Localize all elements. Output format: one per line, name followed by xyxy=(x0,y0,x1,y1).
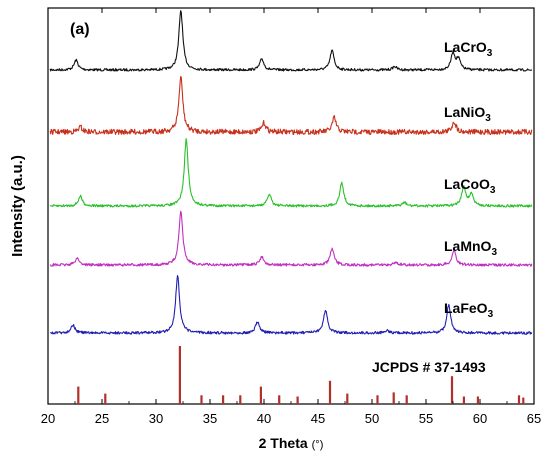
x-axis: 20 25 30 35 40 45 50 55 60 65 xyxy=(41,8,541,426)
series-label: LaMnO3 xyxy=(444,238,497,258)
reference-line xyxy=(328,380,332,404)
reference-line xyxy=(392,392,395,404)
reference-pattern xyxy=(77,346,525,404)
series-line-lacro3 xyxy=(49,10,533,72)
x-tick-label: 35 xyxy=(203,411,217,426)
reference-line xyxy=(178,346,181,404)
diffraction-traces xyxy=(49,10,533,335)
series-line-lafeo3 xyxy=(49,275,533,335)
reference-line xyxy=(450,376,454,404)
reference-line xyxy=(522,397,525,404)
x-tick-label: 30 xyxy=(149,411,163,426)
reference-line xyxy=(346,393,349,404)
reference-line xyxy=(77,386,80,404)
reference-line xyxy=(259,386,262,404)
series-line-lacoo3 xyxy=(49,138,533,208)
x-tick-label: 45 xyxy=(311,411,325,426)
reference-line xyxy=(200,395,203,404)
x-tick-label: 65 xyxy=(527,411,541,426)
reference-line xyxy=(405,395,408,404)
series-label: LaNiO3 xyxy=(444,104,491,124)
x-tick-label: 40 xyxy=(257,411,271,426)
series-line-lamno3 xyxy=(49,210,533,267)
x-axis-label: 2 Theta xyxy=(259,435,308,451)
series-line-lanio3 xyxy=(49,75,533,136)
y-axis-label: Intensity (a.u.) xyxy=(9,155,26,257)
series-labels: LaCrO3 LaNiO3 LaCoO3 LaMnO3 LaFeO3 xyxy=(444,39,497,320)
x-tick-label: 60 xyxy=(473,411,487,426)
plot-area: LaCrO3 LaNiO3 LaCoO3 LaMnO3 LaFeO3 (a) JCPDS… xyxy=(47,7,535,405)
series-label: LaFeO3 xyxy=(444,300,494,320)
x-tick-label: 20 xyxy=(41,411,55,426)
reference-line xyxy=(222,395,225,404)
series-label: LaCrO3 xyxy=(444,39,493,59)
reference-line xyxy=(278,395,281,404)
x-axis-unit: (°) xyxy=(312,439,324,451)
reference-line xyxy=(376,395,379,404)
x-tick-label: 55 xyxy=(419,411,433,426)
reference-line xyxy=(517,395,521,404)
x-tick-label: 50 xyxy=(365,411,379,426)
series-label: LaCoO3 xyxy=(444,176,496,196)
panel-label: (a) xyxy=(70,21,90,38)
x-axis-title: 2 Theta (°) xyxy=(259,435,324,451)
reference-line xyxy=(462,396,465,404)
x-tick-label: 25 xyxy=(95,411,109,426)
reference-line xyxy=(239,395,242,404)
reference-line xyxy=(476,396,479,404)
reference-label: JCPDS # 37-1493 xyxy=(372,359,486,375)
reference-line xyxy=(296,396,299,404)
reference-line xyxy=(104,393,107,404)
